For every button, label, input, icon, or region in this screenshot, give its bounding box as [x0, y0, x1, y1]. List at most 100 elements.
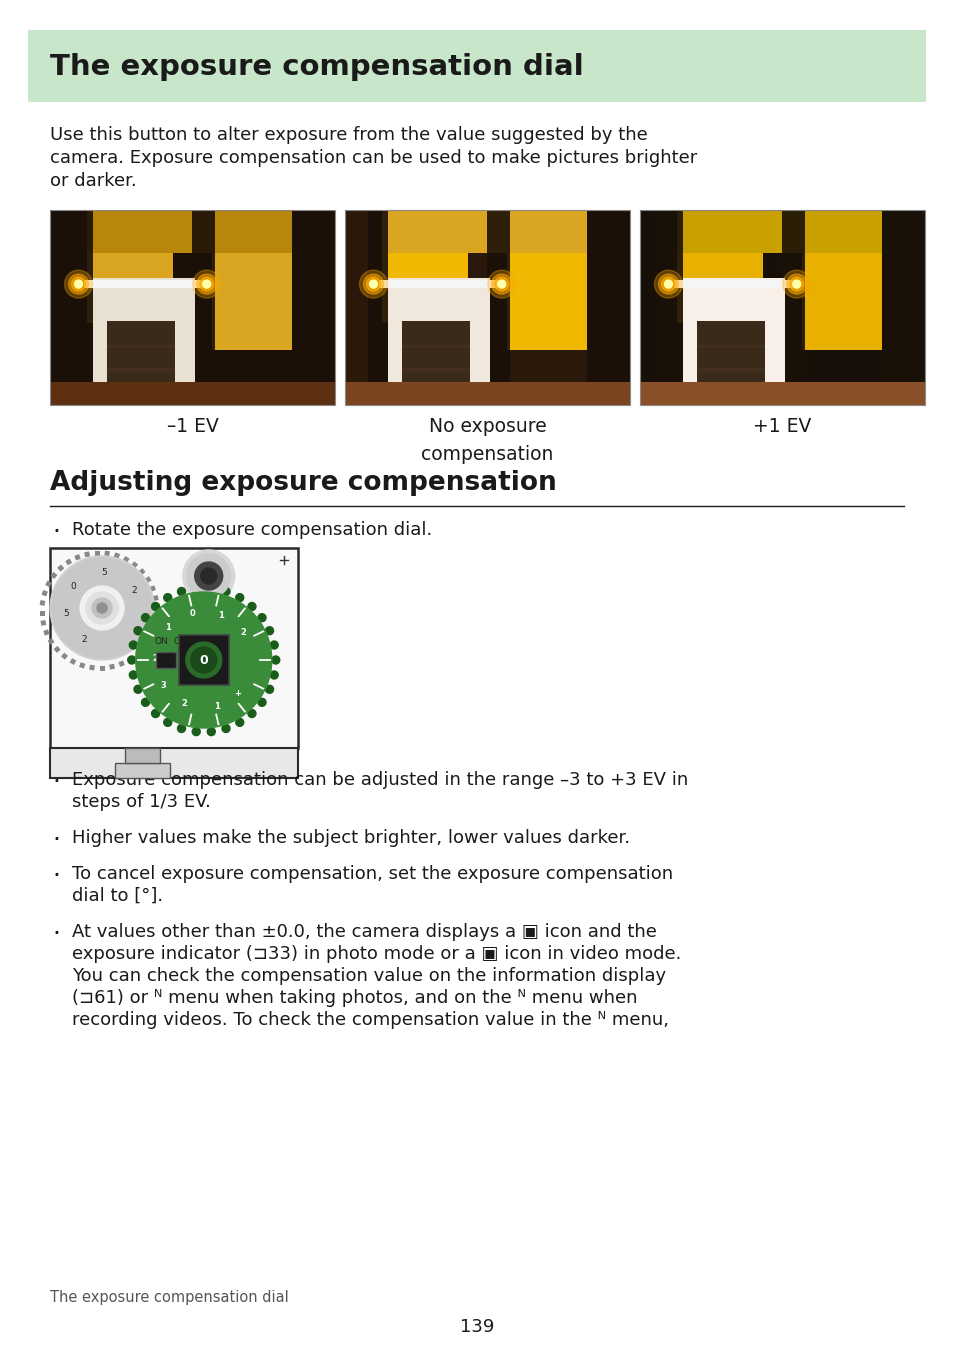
- Circle shape: [74, 280, 82, 288]
- Circle shape: [52, 558, 152, 658]
- Circle shape: [654, 270, 681, 299]
- Circle shape: [187, 554, 231, 599]
- Bar: [487, 210, 510, 405]
- Circle shape: [97, 603, 107, 613]
- Bar: [153, 615, 159, 621]
- Circle shape: [495, 277, 508, 291]
- Text: 139: 139: [459, 1318, 494, 1336]
- Bar: [84, 280, 204, 288]
- Bar: [138, 568, 146, 576]
- Bar: [48, 638, 54, 644]
- Bar: [697, 369, 764, 371]
- Bar: [387, 278, 490, 395]
- Text: 0: 0: [190, 609, 195, 617]
- Bar: [118, 660, 125, 667]
- Text: ·: ·: [52, 923, 60, 946]
- Text: 1: 1: [218, 611, 224, 620]
- Bar: [50, 210, 335, 405]
- Text: 3: 3: [160, 681, 166, 690]
- Bar: [677, 210, 761, 323]
- Bar: [507, 210, 587, 351]
- Text: 0: 0: [71, 582, 76, 590]
- Circle shape: [272, 656, 279, 664]
- Circle shape: [191, 647, 216, 672]
- Circle shape: [86, 592, 118, 624]
- Bar: [401, 344, 470, 348]
- Bar: [677, 210, 882, 253]
- Text: The exposure compensation dial: The exposure compensation dial: [50, 52, 583, 81]
- Circle shape: [781, 270, 810, 299]
- Bar: [781, 210, 804, 405]
- Bar: [639, 210, 924, 405]
- Text: ON: ON: [154, 638, 169, 647]
- Bar: [127, 655, 133, 663]
- Bar: [43, 629, 50, 636]
- Bar: [213, 210, 292, 351]
- Bar: [178, 635, 229, 685]
- Bar: [134, 650, 142, 656]
- Bar: [381, 210, 587, 253]
- Text: +1 EV: +1 EV: [753, 417, 811, 436]
- Text: +: +: [234, 690, 241, 698]
- Circle shape: [207, 584, 215, 592]
- Bar: [401, 369, 470, 371]
- Bar: [662, 210, 682, 405]
- Bar: [697, 391, 764, 395]
- Text: dial to [°].: dial to [°].: [71, 886, 163, 905]
- Text: Exposure compensation can be adjusted in the range –3 to +3 EV in: Exposure compensation can be adjusted in…: [71, 771, 687, 790]
- Bar: [40, 600, 46, 605]
- Text: 2: 2: [131, 586, 136, 596]
- Bar: [155, 652, 175, 668]
- Circle shape: [792, 280, 800, 288]
- Bar: [61, 652, 68, 659]
- Bar: [109, 664, 114, 670]
- Circle shape: [71, 277, 86, 291]
- Text: No exposure
compensation: No exposure compensation: [421, 417, 553, 464]
- Bar: [142, 642, 149, 650]
- Text: 5: 5: [64, 609, 70, 619]
- Text: recording videos. To check the compensation value in the ᴺ menu,: recording videos. To check the compensat…: [71, 1011, 668, 1029]
- Bar: [113, 553, 120, 558]
- Bar: [41, 590, 48, 596]
- Bar: [639, 210, 691, 351]
- Bar: [368, 210, 387, 405]
- Text: 2: 2: [82, 635, 87, 644]
- Circle shape: [69, 274, 89, 295]
- Circle shape: [265, 627, 274, 635]
- Circle shape: [80, 586, 124, 629]
- Circle shape: [222, 588, 230, 596]
- Circle shape: [222, 725, 230, 733]
- Circle shape: [359, 270, 387, 299]
- Bar: [50, 748, 297, 777]
- Bar: [639, 210, 924, 405]
- Circle shape: [196, 274, 216, 295]
- Text: 1: 1: [165, 623, 172, 632]
- Text: Use this button to alter exposure from the value suggested by the: Use this button to alter exposure from t…: [50, 126, 647, 144]
- Text: 1: 1: [214, 702, 220, 710]
- Bar: [345, 210, 629, 405]
- Bar: [150, 585, 155, 592]
- Bar: [292, 210, 335, 405]
- Bar: [131, 561, 138, 569]
- Text: ·: ·: [52, 829, 60, 851]
- Bar: [401, 391, 470, 395]
- Circle shape: [65, 270, 92, 299]
- Circle shape: [363, 274, 383, 295]
- Circle shape: [497, 280, 505, 288]
- Circle shape: [183, 550, 234, 603]
- Text: –1 EV: –1 EV: [167, 417, 218, 436]
- Bar: [154, 605, 159, 611]
- Text: 5: 5: [102, 568, 108, 577]
- Text: Higher values make the subject brighter, lower values darker.: Higher values make the subject brighter,…: [71, 829, 630, 847]
- Circle shape: [130, 642, 137, 650]
- Bar: [674, 280, 793, 288]
- Bar: [401, 321, 470, 395]
- Bar: [84, 551, 90, 557]
- Bar: [381, 210, 467, 323]
- Bar: [345, 382, 629, 405]
- Circle shape: [658, 274, 678, 295]
- Text: or darker.: or darker.: [50, 172, 136, 190]
- Circle shape: [128, 656, 135, 664]
- Bar: [107, 369, 175, 371]
- Circle shape: [152, 710, 159, 717]
